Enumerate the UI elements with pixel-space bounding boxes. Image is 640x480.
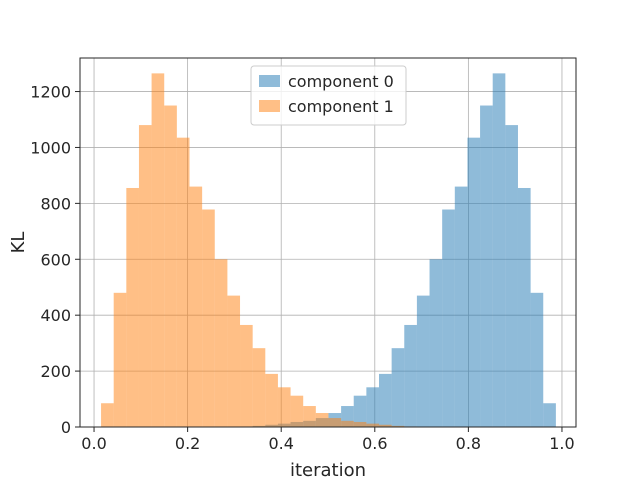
histogram-bar [543,403,556,427]
y-tick-label: 800 [40,194,71,213]
histogram-bars [101,73,556,427]
legend-label: component 1 [288,97,394,116]
y-tick-label: 400 [40,306,71,325]
x-tick-label: 0.2 [175,434,200,453]
histogram-bar [113,292,127,427]
histogram-bar [480,105,493,427]
histogram-bar [303,406,316,427]
legend: component 0 component 1 [250,65,407,126]
histogram-bar [379,424,392,427]
histogram-bar [277,387,291,427]
histogram-bar [202,209,215,427]
histogram-bar [227,295,241,427]
histogram-bar [454,186,468,427]
histogram-bar [353,421,367,427]
histogram-bar [252,348,266,427]
histogram-bar [240,324,253,427]
histogram-bar [214,259,228,427]
histogram-bar [176,137,190,427]
histogram-bar [379,373,392,427]
histogram-bar [391,425,405,427]
histogram-bar [404,324,417,427]
histogram-bar [265,373,278,427]
x-tick-label: 0.8 [456,434,481,453]
axis-ticks: 0.0 0.2 0.4 0.6 0.8 1.0 0 200 400 600 800 1000 1200 [30,83,574,453]
series-0-bars [240,73,556,427]
y-axis-label: KL [8,232,29,254]
histogram-bar [101,403,114,427]
x-axis-label: iteration [290,460,366,480]
histogram-bar [151,73,165,427]
series-1-bars [101,73,417,427]
histogram-bar [416,295,430,427]
histogram-bar [164,105,177,427]
legend-label: component 0 [288,72,394,91]
y-tick-label: 1000 [30,138,71,157]
histogram-bar [126,187,139,427]
x-tick-label: 0.4 [268,434,293,453]
legend-swatch [259,75,280,87]
x-tick-label: 0.0 [81,434,106,453]
x-tick-label: 0.6 [362,434,387,453]
histogram-bar [391,348,405,427]
histogram-bar [366,387,380,427]
histogram-bar [341,420,354,427]
histogram-bar [290,395,304,427]
histogram-bar [505,125,518,427]
histogram-bar [442,209,455,427]
histogram-bar [517,187,531,427]
y-tick-label: 200 [40,362,71,381]
histogram-bar [492,73,506,427]
histogram-bar [429,259,443,427]
histogram-bar [530,292,544,427]
histogram-bar [315,413,329,427]
histogram-bar [353,395,367,427]
y-tick-label: 0 [61,418,71,437]
y-tick-label: 600 [40,250,71,269]
histogram-bar [366,423,380,427]
x-tick-label: 1.0 [549,434,574,453]
y-tick-label: 1200 [30,83,71,102]
legend-box [250,65,407,126]
legend-swatch [259,100,280,112]
plot-frame [79,57,577,428]
histogram-bar [189,186,203,427]
histogram-bar [138,125,152,427]
histogram-bar [328,418,342,427]
histogram-bar [467,137,481,427]
